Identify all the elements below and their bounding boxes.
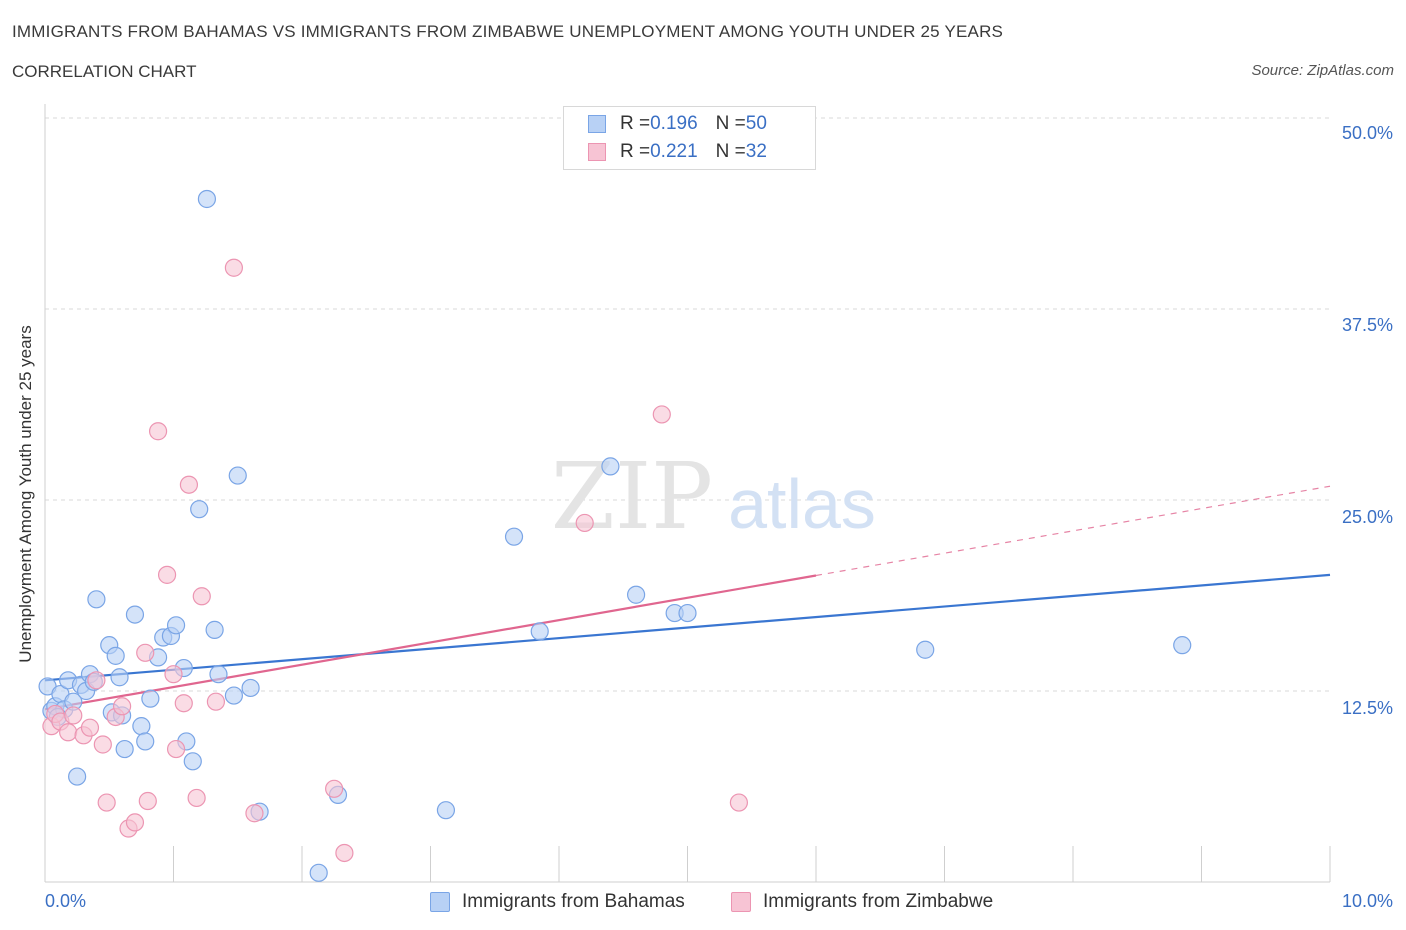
point-zimbabwe-13 (125, 813, 145, 832)
point-zimbabwe-16 (148, 422, 168, 441)
bahamas-swatch (588, 115, 606, 133)
point-bahamas-19 (132, 717, 151, 736)
watermark-zip: ZIP (551, 443, 713, 550)
bahamas-legend-swatch (430, 892, 450, 912)
point-zimbabwe-7 (87, 671, 106, 690)
point-bahamas-37 (309, 863, 328, 882)
chart-subtitle: CORRELATION CHART (12, 62, 197, 81)
y-tick-label-50: 50.0% (1341, 123, 1393, 143)
chart-title: IMMIGRANTS FROM BAHAMAS VS IMMIGRANTS FR… (12, 22, 1004, 41)
point-zimbabwe-19 (166, 739, 186, 759)
point-bahamas-14 (106, 646, 125, 665)
zimbabwe-legend-swatch (731, 892, 751, 912)
point-bahamas-40 (504, 527, 524, 546)
point-zimbabwe-18 (164, 665, 183, 684)
zimbabwe-swatch (588, 143, 606, 161)
point-zimbabwe-20 (174, 694, 193, 713)
point-zimbabwe-28 (335, 843, 354, 863)
point-bahamas-25 (166, 616, 186, 635)
trendline-bahamas (44, 573, 1331, 682)
n-label: N = (715, 113, 746, 134)
points-layer (38, 189, 1192, 882)
point-bahamas-18 (125, 605, 145, 624)
legend-row-zimbabwe: R = 0.221 N = 32 (588, 141, 767, 163)
point-bahamas-34 (228, 466, 247, 485)
stats-legend: R = 0.196 N = 50 R = 0.221 N = 32 (563, 106, 816, 170)
point-zimbabwe-23 (192, 587, 211, 606)
source-label: Source: ZipAtlas.com (1251, 62, 1394, 79)
point-bahamas-15 (110, 668, 129, 687)
legend-row-bahamas: R = 0.196 N = 50 (588, 113, 767, 135)
point-zimbabwe-26 (245, 804, 264, 823)
point-bahamas-28 (183, 752, 202, 771)
watermark-atlas: atlas (728, 465, 876, 543)
n-value-bahamas: 50 (745, 113, 767, 134)
point-zimbabwe-25 (224, 258, 243, 277)
point-bahamas-31 (205, 620, 224, 639)
r-label: R = (620, 141, 651, 162)
point-bahamas-20 (136, 732, 155, 751)
point-bahamas-48 (68, 767, 87, 786)
x-tick-label-max: 10.0% (1341, 891, 1393, 911)
r-label: R = (620, 113, 651, 134)
point-bahamas-33 (224, 686, 243, 705)
trendline-zimbabwe (44, 574, 817, 711)
point-zimbabwe-9 (97, 793, 116, 812)
trend-layer (44, 485, 1331, 711)
point-bahamas-39 (436, 801, 456, 820)
n-label: N = (715, 141, 746, 162)
point-bahamas-35 (241, 678, 260, 698)
y-tick-label-25: 25.0% (1341, 507, 1393, 527)
point-bahamas-21 (141, 689, 160, 708)
point-zimbabwe-31 (729, 793, 749, 812)
n-value-zimbabwe: 32 (745, 141, 767, 162)
y-axis-label: Unemployment Among Youth under 25 years (16, 325, 35, 663)
point-zimbabwe-8 (93, 735, 112, 754)
y-tick-label-37-5: 37.5% (1341, 315, 1393, 335)
watermark: ZIP atlas (551, 443, 876, 550)
trendline-zimbabwe-extension (815, 485, 1331, 577)
legend-label-zimbabwe: Immigrants from Zimbabwe (763, 891, 994, 912)
point-zimbabwe-15 (138, 791, 157, 811)
point-bahamas-45 (678, 603, 697, 623)
r-value-zimbabwe: 0.221 (650, 141, 698, 162)
point-zimbabwe-27 (325, 779, 344, 798)
legend-item-zimbabwe[interactable]: Immigrants from Zimbabwe (731, 890, 993, 914)
point-zimbabwe-11 (112, 697, 132, 716)
point-bahamas-46 (916, 640, 935, 659)
point-zimbabwe-24 (206, 692, 226, 711)
legend-label-bahamas: Immigrants from Bahamas (462, 891, 685, 912)
x-tick-label-min: 0.0% (45, 891, 87, 911)
point-bahamas-17 (115, 739, 134, 759)
point-bahamas-11 (87, 590, 106, 609)
point-bahamas-32 (209, 665, 228, 684)
point-zimbabwe-30 (652, 405, 671, 424)
point-bahamas-29 (190, 500, 209, 519)
point-bahamas-42 (601, 457, 620, 476)
point-zimbabwe-17 (157, 565, 177, 584)
point-zimbabwe-21 (179, 475, 199, 494)
legend-item-bahamas[interactable]: Immigrants from Bahamas (430, 890, 685, 914)
point-bahamas-30 (197, 189, 217, 209)
axis-layer (44, 104, 1331, 883)
point-zimbabwe-3 (59, 723, 78, 742)
point-zimbabwe-6 (80, 718, 100, 737)
point-bahamas-43 (626, 585, 646, 604)
point-zimbabwe-4 (64, 706, 83, 725)
point-zimbabwe-14 (136, 643, 155, 662)
point-zimbabwe-22 (187, 788, 206, 808)
point-bahamas-47 (1173, 636, 1192, 655)
r-value-bahamas: 0.196 (650, 113, 698, 134)
point-bahamas-41 (530, 622, 549, 641)
point-zimbabwe-29 (575, 513, 594, 533)
y-tick-label-12-5: 12.5% (1341, 698, 1393, 718)
